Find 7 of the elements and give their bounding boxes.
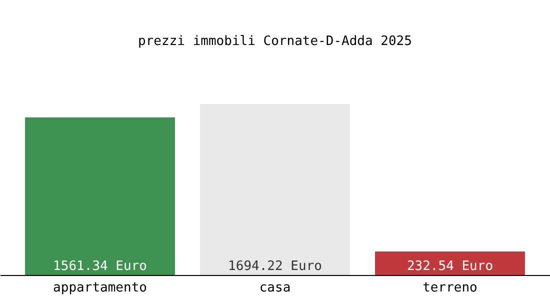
chart-title: prezzi immobili Cornate-D-Adda 2025 (138, 34, 412, 49)
x-tick-label: casa (259, 280, 291, 296)
data-label: 232.54 Euro (406, 259, 494, 274)
data-label: 1694.22 Euro (228, 259, 322, 274)
x-tick-label: terreno (422, 280, 478, 296)
x-tick-label: appartamento (53, 280, 147, 296)
data-label: 1561.34 Euro (53, 259, 147, 274)
